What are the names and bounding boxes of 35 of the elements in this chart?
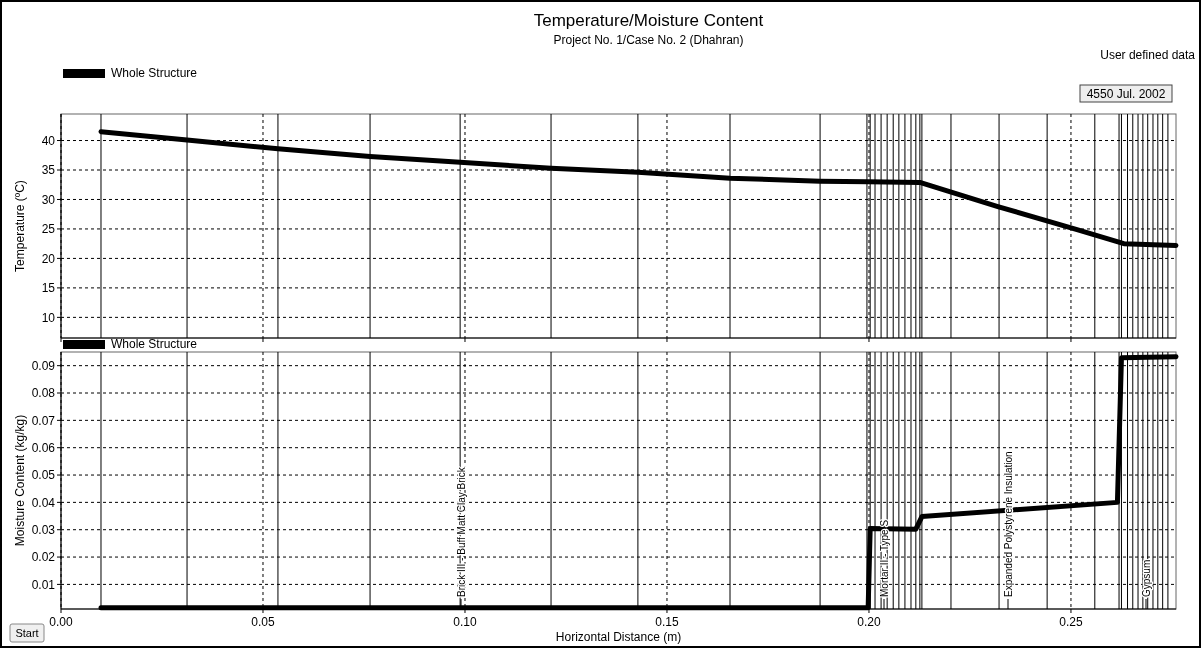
y-tick-label: 0.07: [31, 413, 56, 428]
y-tick-label: 25: [41, 222, 56, 237]
text: 4550 Jul. 2002: [1086, 87, 1166, 101]
x-tick-label: 0.10: [453, 615, 477, 629]
chart-title: Temperature/Moisture Content: [533, 11, 764, 30]
y-tick-label: 0.08: [31, 386, 56, 401]
y-tick-label: 0.03: [31, 522, 56, 537]
y-tick-label: 20: [41, 251, 56, 266]
y-tick-label: 35: [41, 163, 56, 178]
y-tick-label: 0.06: [31, 440, 56, 455]
chart-subtitle: Project No. 1/Case No. 2 (Dhahran): [553, 33, 744, 47]
y-tick-label: 15: [41, 281, 56, 296]
y-tick-label: 10: [41, 310, 56, 325]
x-tick-label: 0.25: [1059, 615, 1083, 629]
y-axis-title: Temperature (ºC): [13, 180, 27, 272]
x-tick-label: 0.15: [655, 615, 679, 629]
x-tick-label: 0.20: [857, 615, 881, 629]
annotation: Gypsum: [1141, 559, 1152, 597]
y-tick-label: 40: [41, 133, 56, 148]
text: User defined data: [1100, 48, 1196, 62]
annotation: Expanded Polystyrene Insulation: [1003, 451, 1014, 597]
x-tick-label: 0.00: [49, 615, 73, 629]
y-tick-label: 0.01: [31, 577, 56, 592]
start-button: Start: [9, 623, 45, 643]
y-tick-label: 30: [41, 192, 56, 207]
legend-label: Whole Structure: [111, 337, 198, 351]
y-axis-title: Moisture Content (kg/kg): [13, 414, 27, 547]
x-axis-title: Horizontal Distance (m): [555, 630, 682, 644]
x-tick-label: 0.05: [251, 615, 275, 629]
y-tick-label: 0.04: [31, 495, 56, 510]
annotation: Brick III - Buff Matt Clay Brick: [456, 466, 467, 597]
y-tick-label: 0.05: [31, 468, 56, 483]
legend-label: Whole Structure: [111, 66, 198, 80]
y-tick-label: 0.09: [31, 358, 56, 373]
y-tick-label: 0.02: [31, 550, 56, 565]
